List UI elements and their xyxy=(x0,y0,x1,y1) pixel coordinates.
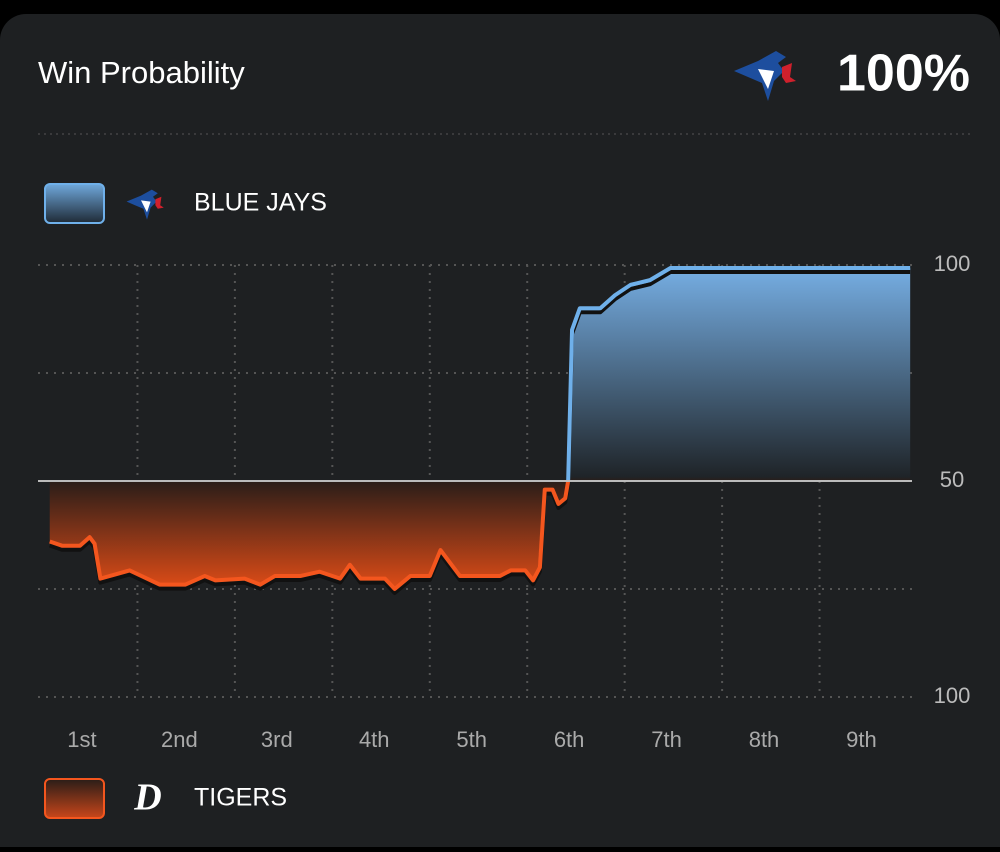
x-tick-label: 1st xyxy=(67,727,96,752)
x-tick-label: 8th xyxy=(749,727,780,752)
x-tick-label: 6th xyxy=(554,727,585,752)
legend-swatch xyxy=(44,183,105,224)
plot: 100 50 100 1st 2nd 3rd 4th 5th 6th 7th 8th 9th xyxy=(38,251,970,752)
x-tick-label: 3rd xyxy=(261,727,293,752)
legend-label: TIGERS xyxy=(194,784,287,812)
card-background xyxy=(0,14,1000,852)
tigers-icon: D xyxy=(133,777,161,819)
y-tick-label: 100 xyxy=(934,251,971,276)
x-tick-label: 2nd xyxy=(161,727,198,752)
card-title: Win Probability xyxy=(38,55,245,90)
x-tick-label: 4th xyxy=(359,727,390,752)
x-tick-label: 9th xyxy=(846,727,877,752)
probability-line xyxy=(49,266,911,591)
y-tick-label: 100 xyxy=(934,683,971,708)
probability-area xyxy=(49,268,911,589)
leader-probability: 100% xyxy=(837,45,970,103)
x-tick-label: 7th xyxy=(651,727,682,752)
y-tick-label: 50 xyxy=(940,467,964,492)
blue-jays-icon xyxy=(126,189,164,220)
blue-jays-logo xyxy=(734,51,796,101)
x-tick-label: 5th xyxy=(456,727,487,752)
legend-label: BLUE JAYS xyxy=(194,189,327,217)
legend-swatch xyxy=(44,778,105,819)
